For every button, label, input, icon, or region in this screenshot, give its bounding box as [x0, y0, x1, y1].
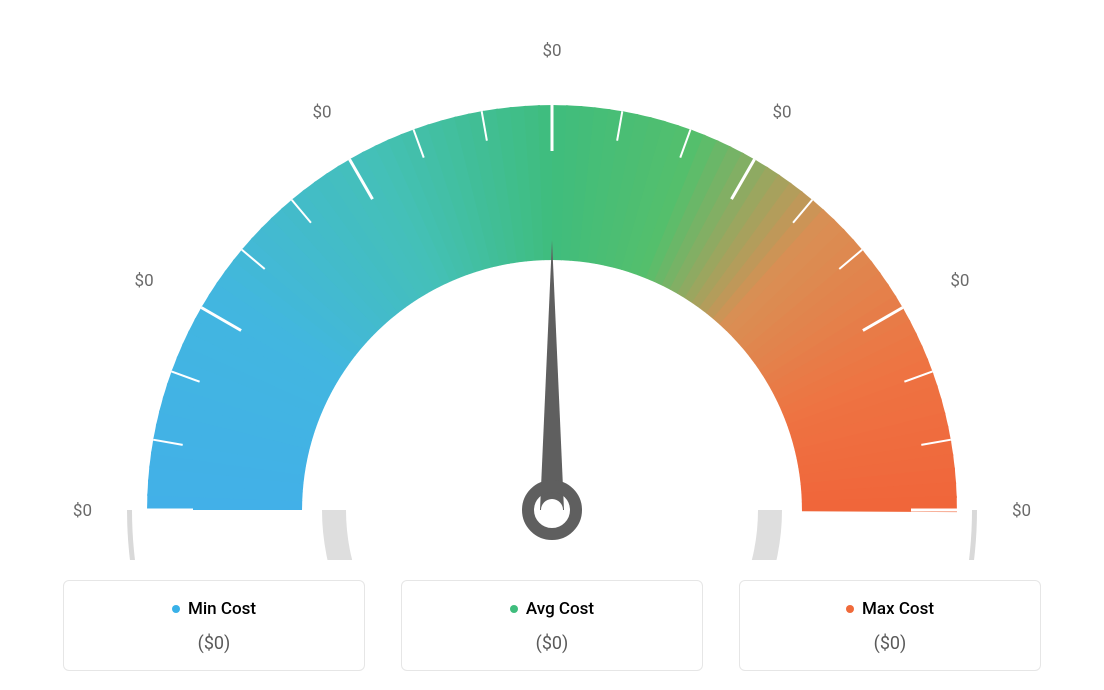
dot-icon — [172, 605, 180, 613]
legend-row: Min Cost ($0) Avg Cost ($0) Max Cost ($0… — [20, 580, 1084, 671]
legend-text-min: Min Cost — [188, 599, 256, 619]
svg-text:$0: $0 — [542, 41, 561, 61]
legend-text-max: Max Cost — [862, 599, 934, 619]
gauge-container: $0 $0 $0 $0 $0 $0 $0 — [20, 20, 1084, 560]
svg-text:$0: $0 — [1012, 501, 1031, 521]
svg-text:$0: $0 — [950, 271, 969, 291]
legend-value-min: ($0) — [64, 633, 364, 654]
legend-label-max: Max Cost — [740, 599, 1040, 619]
gauge-chart: $0 $0 $0 $0 $0 $0 $0 — [20, 20, 1084, 560]
svg-text:$0: $0 — [312, 103, 331, 123]
legend-text-avg: Avg Cost — [526, 599, 594, 619]
legend-card-avg: Avg Cost ($0) — [401, 580, 703, 671]
svg-text:$0: $0 — [73, 501, 92, 521]
legend-card-min: Min Cost ($0) — [63, 580, 365, 671]
svg-text:$0: $0 — [135, 271, 154, 291]
legend-label-min: Min Cost — [64, 599, 364, 619]
dot-icon — [510, 605, 518, 613]
dot-icon — [846, 605, 854, 613]
legend-value-avg: ($0) — [402, 633, 702, 654]
legend-label-avg: Avg Cost — [402, 599, 702, 619]
legend-card-max: Max Cost ($0) — [739, 580, 1041, 671]
svg-text:$0: $0 — [772, 103, 791, 123]
legend-value-max: ($0) — [740, 633, 1040, 654]
